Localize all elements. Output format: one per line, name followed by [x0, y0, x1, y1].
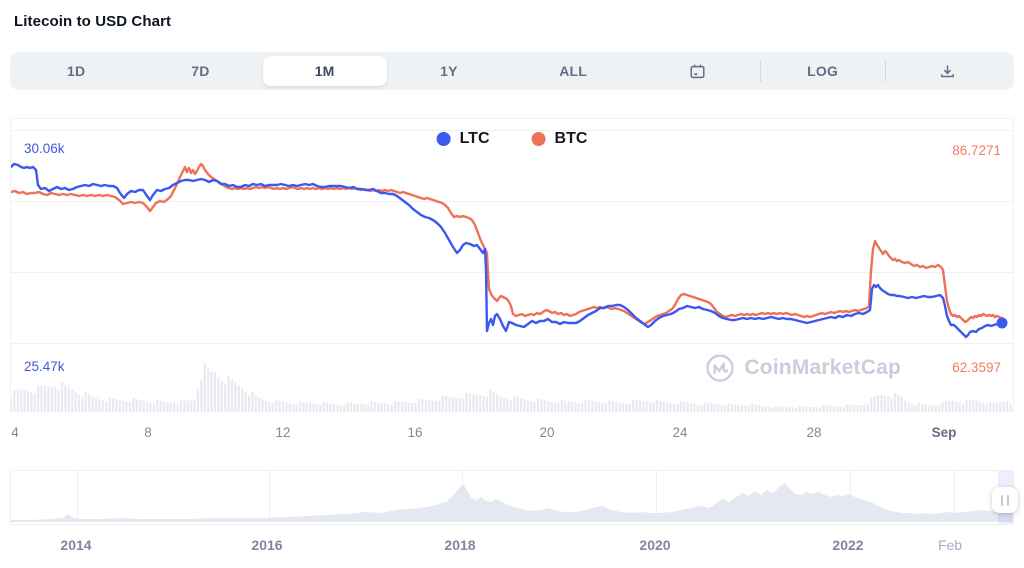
btc-max-label: 86.7271 — [952, 143, 1001, 158]
range-handle[interactable] — [992, 487, 1018, 513]
navigator-axis: 2014 2016 2018 2020 2022 Feb — [10, 537, 1014, 555]
btc-min-label: 62.3597 — [952, 360, 1001, 375]
legend-item-ltc[interactable]: LTC — [436, 130, 490, 148]
legend-label-btc: BTC — [554, 130, 588, 147]
chart-toolbar: 1D 7D 1M 1Y ALL LOG — [10, 52, 1014, 90]
x-tick-label: 12 — [275, 425, 291, 440]
calendar-button[interactable] — [635, 56, 759, 86]
x-tick-label: 16 — [407, 425, 423, 440]
coinmarketcap-watermark: CoinMarketCap — [705, 353, 901, 383]
range-button-1m[interactable]: 1M — [262, 56, 387, 86]
download-button[interactable] — [886, 56, 1010, 86]
chart-legend: LTC BTC — [436, 130, 588, 148]
x-tick-label: 20 — [539, 425, 555, 440]
watermark-text: CoinMarketCap — [744, 356, 901, 379]
download-icon — [941, 65, 955, 77]
page-title: Litecoin to USD Chart — [14, 13, 172, 30]
log-scale-button[interactable]: LOG — [761, 56, 885, 86]
legend-item-btc[interactable]: BTC — [531, 130, 588, 148]
ltc-max-label: 30.06k — [24, 141, 65, 156]
price-chart-canvas[interactable] — [11, 119, 1013, 414]
navigator-canvas — [11, 471, 1013, 524]
x-tick-label: 8 — [144, 425, 152, 440]
range-button-7d[interactable]: 7D — [138, 56, 262, 86]
range-navigator[interactable] — [10, 470, 1018, 525]
year-tick-label: 2022 — [832, 537, 864, 553]
legend-label-ltc: LTC — [459, 130, 490, 147]
x-tick-label: 28 — [806, 425, 822, 440]
x-axis: 4 8 12 16 20 24 28 Sep — [10, 425, 1014, 443]
ltc-series-dot — [436, 132, 451, 146]
year-tick-label: 2018 — [444, 537, 476, 553]
year-tick-label: Feb — [937, 537, 963, 553]
range-button-1y[interactable]: 1Y — [387, 56, 511, 86]
toolbar-divider — [759, 60, 761, 82]
x-tick-label: Sep — [931, 425, 957, 440]
range-button-1d[interactable]: 1D — [14, 56, 138, 86]
year-tick-label: 2014 — [60, 537, 92, 553]
coinmarketcap-logo-icon — [706, 354, 734, 382]
range-button-all[interactable]: ALL — [511, 56, 635, 86]
x-tick-label: 24 — [672, 425, 688, 440]
x-tick-label: 4 — [11, 425, 19, 440]
btc-series-dot — [531, 132, 546, 146]
ltc-min-label: 25.47k — [24, 359, 65, 374]
price-chart[interactable]: LTC BTC 30.06k 86.7271 25.47k 62.3597 Co… — [10, 118, 1014, 413]
year-tick-label: 2020 — [639, 537, 671, 553]
year-tick-label: 2016 — [251, 537, 283, 553]
calendar-icon — [690, 64, 705, 78]
toolbar-divider — [884, 60, 886, 82]
